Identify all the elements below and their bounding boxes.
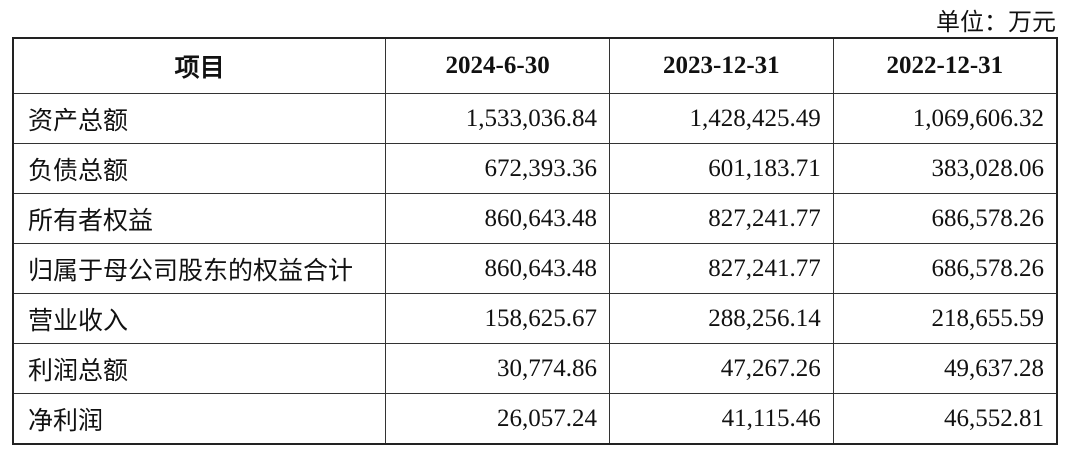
row-label: 净利润 xyxy=(12,393,387,445)
value-cell: 686,578.26 xyxy=(832,243,1058,294)
unit-note: 单位：万元 xyxy=(936,10,1056,36)
value-cell: 218,655.59 xyxy=(832,293,1058,344)
value-cell: 860,643.48 xyxy=(385,243,610,294)
row-label: 所有者权益 xyxy=(12,193,387,244)
header-cell: 2024-6-30 xyxy=(385,37,610,94)
row-label: 利润总额 xyxy=(12,343,387,394)
table-row: 负债总额 672,393.36 601,183.71 383,028.06 xyxy=(12,143,1058,194)
value-cell: 41,115.46 xyxy=(609,393,834,445)
row-label: 资产总额 xyxy=(12,93,387,144)
table-row: 利润总额 30,774.86 47,267.26 49,637.28 xyxy=(12,343,1058,394)
row-label: 营业收入 xyxy=(12,293,387,344)
table-row: 资产总额 1,533,036.84 1,428,425.49 1,069,606.32 xyxy=(12,93,1058,144)
header-row: 项目 2024-6-30 2023-12-31 2022-12-31 xyxy=(12,37,1058,94)
header-cell: 2023-12-31 xyxy=(609,37,834,94)
value-cell: 672,393.36 xyxy=(385,143,610,194)
value-cell: 1,428,425.49 xyxy=(609,93,834,144)
value-cell: 827,241.77 xyxy=(609,243,834,294)
value-cell: 288,256.14 xyxy=(609,293,834,344)
value-cell: 1,069,606.32 xyxy=(832,93,1058,144)
row-label: 归属于母公司股东的权益合计 xyxy=(12,243,387,294)
value-cell: 383,028.06 xyxy=(832,143,1058,194)
row-label: 负债总额 xyxy=(12,143,387,194)
value-cell: 827,241.77 xyxy=(609,193,834,244)
value-cell: 860,643.48 xyxy=(385,193,610,244)
table-row: 净利润 26,057.24 41,115.46 46,552.81 xyxy=(12,393,1058,445)
header-cell: 项目 xyxy=(12,37,387,94)
table-row: 营业收入 158,625.67 288,256.14 218,655.59 xyxy=(12,293,1058,344)
header-cell: 2022-12-31 xyxy=(832,37,1058,94)
value-cell: 1,533,036.84 xyxy=(385,93,610,144)
value-cell: 49,637.28 xyxy=(832,343,1058,394)
value-cell: 47,267.26 xyxy=(609,343,834,394)
value-cell: 601,183.71 xyxy=(609,143,834,194)
value-cell: 46,552.81 xyxy=(832,393,1058,445)
value-cell: 686,578.26 xyxy=(832,193,1058,244)
value-cell: 26,057.24 xyxy=(385,393,610,445)
financial-table: 项目 2024-6-30 2023-12-31 2022-12-31 资产总额 1,53… xyxy=(12,37,1058,445)
table-row: 所有者权益 860,643.48 827,241.77 686,578.26 xyxy=(12,193,1058,244)
value-cell: 30,774.86 xyxy=(385,343,610,394)
table-row: 归属于母公司股东的权益合计 860,643.48 827,241.77 686,578… xyxy=(12,243,1058,294)
value-cell: 158,625.67 xyxy=(385,293,610,344)
